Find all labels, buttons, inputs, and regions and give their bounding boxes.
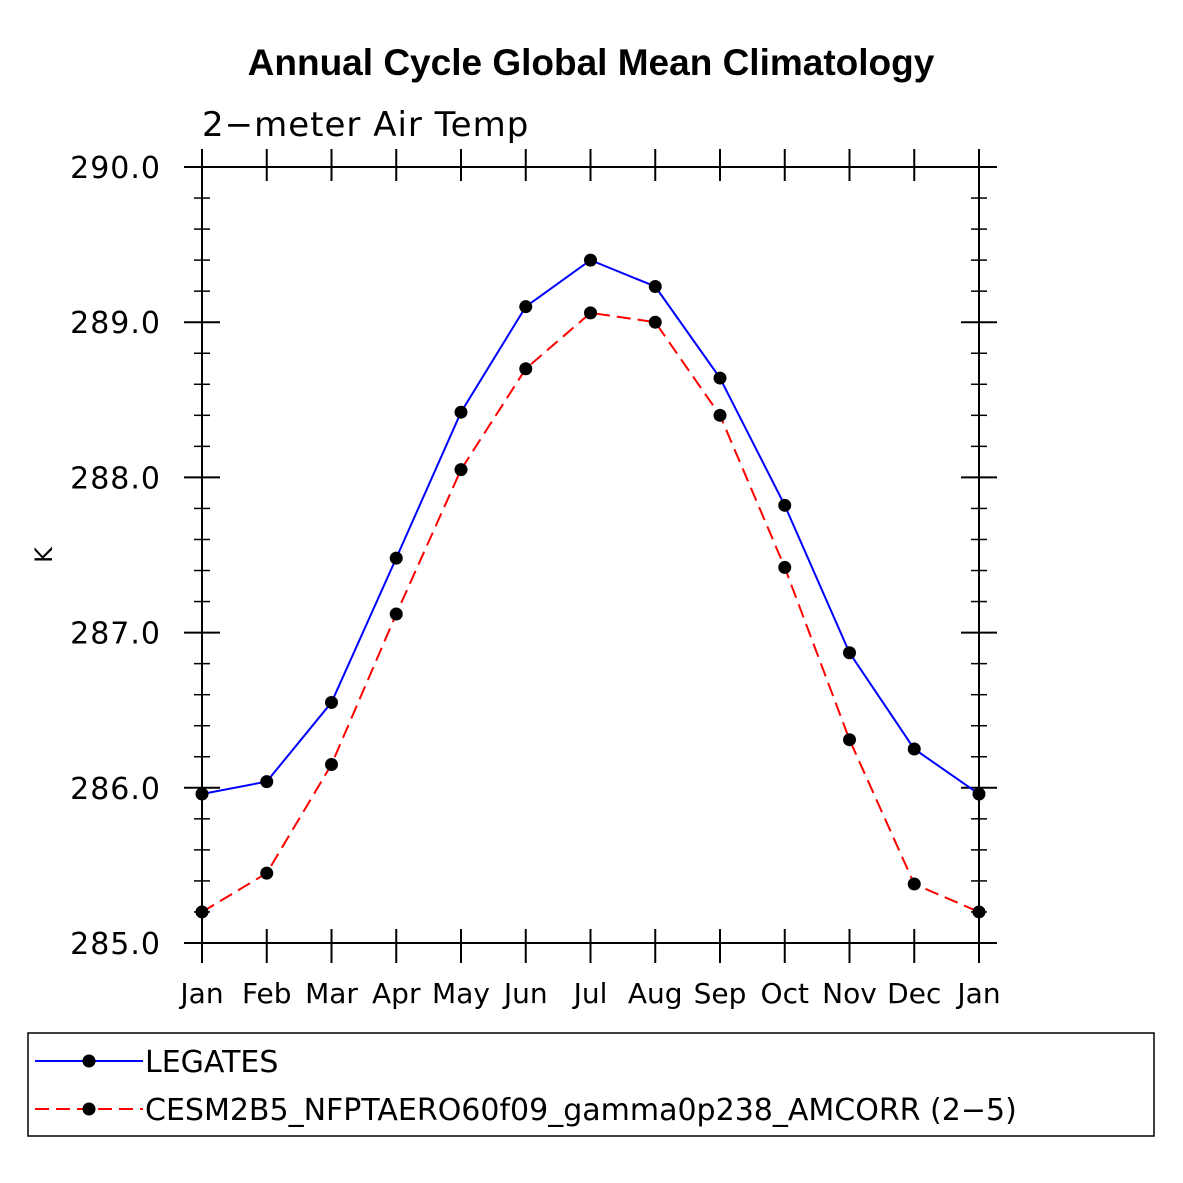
x-tick-label: Oct xyxy=(761,977,809,1010)
x-tick-label: May xyxy=(432,977,490,1010)
legend-label-1: LEGATES xyxy=(145,1045,278,1080)
series-1-point xyxy=(584,253,597,267)
series-2-point xyxy=(260,866,274,880)
series-2-point xyxy=(907,877,921,891)
y-tick-label: 289.0 xyxy=(70,306,161,341)
y-tick-label: 288.0 xyxy=(70,461,161,496)
tick-labels: Jan Feb Mar Apr May Jun Jul Aug Sep Oct Nov Dec Jan 2… xyxy=(70,151,1000,1010)
series-1-point xyxy=(843,646,856,660)
series-2-point xyxy=(584,306,597,320)
x-tick-label: Jan xyxy=(955,977,1000,1010)
plot-frame xyxy=(201,166,980,944)
y-tick-label: 286.0 xyxy=(70,772,161,807)
legend-label-2: CESM2B5_NFPTAERO60f09_gamma0p238_AMCORR … xyxy=(145,1093,1017,1128)
x-tick-label: Feb xyxy=(242,977,292,1010)
legend-marker-1 xyxy=(82,1054,96,1068)
series-1-point xyxy=(907,742,921,756)
x-tick-label: Nov xyxy=(822,977,877,1010)
x-tick-label: Jan xyxy=(178,977,223,1010)
series-2-point xyxy=(843,733,856,747)
x-tick-label: Jun xyxy=(502,977,548,1010)
chart-title: Annual Cycle Global Mean Climatology xyxy=(248,42,935,83)
y-axis-label: K xyxy=(30,546,58,563)
series-2-point xyxy=(325,758,338,772)
legend-marker-2 xyxy=(82,1102,96,1116)
x-tick-label: Sep xyxy=(694,977,747,1010)
y-tick-label: 290.0 xyxy=(70,151,161,186)
y-tick-label: 285.0 xyxy=(70,927,161,962)
x-tick-label: Mar xyxy=(305,977,358,1010)
series-line-1 xyxy=(201,258,980,795)
series-2-point xyxy=(454,463,468,477)
series-2-point xyxy=(519,362,533,376)
series-line-2 xyxy=(201,311,980,913)
y-tick-label: 287.0 xyxy=(70,617,161,652)
series-1-point xyxy=(325,695,338,709)
series-1-point xyxy=(519,300,533,314)
series-1-point xyxy=(260,775,274,789)
axis-ticks xyxy=(184,149,997,963)
legend: LEGATES CESM2B5_NFPTAERO60f09_gamma0p238_… xyxy=(27,1032,1155,1137)
x-tick-label: Dec xyxy=(887,977,941,1010)
series-2-point xyxy=(648,315,662,329)
series-1-point xyxy=(713,371,727,385)
x-tick-label: Aug xyxy=(628,977,683,1010)
series-1-point xyxy=(454,405,468,419)
x-tick-label: Apr xyxy=(372,977,421,1010)
series-1-point xyxy=(389,551,403,565)
series-layer xyxy=(195,253,986,919)
x-tick-label: Jul xyxy=(572,977,608,1010)
series-2-point xyxy=(778,560,792,574)
legend-box xyxy=(27,1032,1155,1137)
series-2-point xyxy=(713,408,727,422)
series-1-point xyxy=(778,498,792,512)
series-2-point xyxy=(389,607,403,621)
chart-subtitle: 2−meter Air Temp xyxy=(202,105,529,145)
series-1-point xyxy=(648,280,662,294)
